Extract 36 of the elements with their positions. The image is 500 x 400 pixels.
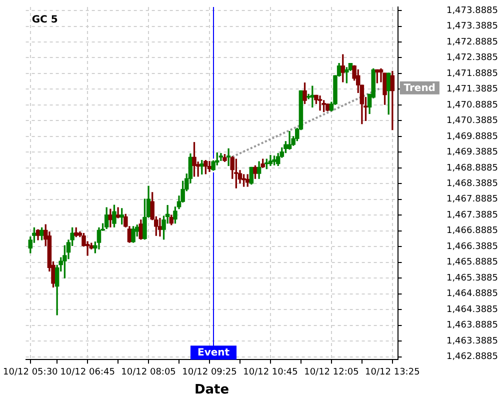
y-tick-label: 1,469.3885 xyxy=(446,148,498,158)
ref-line-label: Event xyxy=(197,348,230,359)
y-tick-label: 1,466.8885 xyxy=(446,226,498,236)
y-tick-label: 1,472.3885 xyxy=(446,53,498,64)
y-tick-label: 1,464.3885 xyxy=(446,304,498,315)
x-tick-label: 10/12 10:45 xyxy=(243,367,298,378)
y-tick-label: 1,473.3885 xyxy=(446,22,498,32)
y-tick-label: 1,473.8885 xyxy=(446,6,498,16)
candlestick xyxy=(318,95,322,111)
x-axis-title: Date xyxy=(194,382,230,398)
y-tick-label: 1,467.8885 xyxy=(446,194,498,205)
y-tick-label: 1,465.3885 xyxy=(446,273,498,284)
y-tick-label: 1,463.3885 xyxy=(446,336,498,346)
x-tick-label: 10/12 06:45 xyxy=(60,367,115,378)
y-tick-label: 1,466.3885 xyxy=(446,242,498,252)
x-tick-label: 10/12 12:05 xyxy=(304,367,359,378)
candlestick xyxy=(226,148,231,166)
x-tick-label: 10/12 05:30 xyxy=(3,367,58,378)
x-tick-label: 10/12 08:05 xyxy=(121,367,176,378)
y-tick-label: 1,462.8885 xyxy=(446,352,498,362)
y-tick-label: 1,467.3885 xyxy=(446,210,498,220)
y-tick-label: 1,470.8885 xyxy=(446,100,498,110)
y-tick-label: 1,468.8885 xyxy=(446,163,498,174)
y-tick-label: 1,470.3885 xyxy=(446,116,498,126)
y-tick-label: 1,465.8885 xyxy=(446,258,498,268)
x-tick-label: 10/12 09:25 xyxy=(182,367,237,378)
y-tick-label: 1,472.8885 xyxy=(446,37,498,48)
y-tick-label: 1,464.8885 xyxy=(446,289,498,300)
y-tick-label: 1,471.3885 xyxy=(446,84,498,95)
y-tick-label: 1,463.8885 xyxy=(446,320,498,331)
x-tick-label: 10/12 13:25 xyxy=(365,367,420,378)
y-tick-label: 1,469.8885 xyxy=(446,132,498,142)
text: Trend xyxy=(404,83,436,94)
y-tick-label: 1,471.8885 xyxy=(446,68,498,79)
y-tick-label: 1,468.3885 xyxy=(446,179,498,190)
text: GC 5 xyxy=(32,14,58,26)
